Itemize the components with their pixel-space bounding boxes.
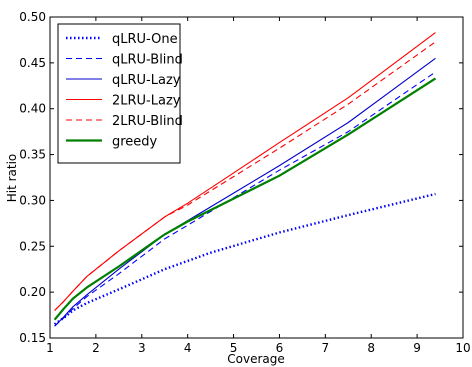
series-line-qlru-one bbox=[53, 192, 436, 326]
legend: qLRU-One qLRU-Blind qLRU-Lazy 2LRU-Lazy 2LRU… bbox=[57, 23, 183, 164]
legend-label: qLRU-Blind bbox=[112, 53, 183, 68]
y-tick-label: 0.50 bbox=[19, 10, 46, 24]
y-tick-label: 0.35 bbox=[19, 148, 46, 162]
x-tick-label: 2 bbox=[92, 341, 100, 355]
x-tick-label: 9 bbox=[413, 341, 421, 355]
y-tick-label: 0.20 bbox=[19, 285, 46, 299]
x-tick-label: 3 bbox=[138, 341, 146, 355]
x-tick-label: 1 bbox=[46, 341, 54, 355]
series-line-qlru-blind bbox=[54, 71, 436, 327]
y-axis-label: Hit ratio bbox=[5, 154, 19, 203]
ticks-layer: 1 2 3 4 5 6 7 8 9 10 0.15 0.20 0.25 0.30 0.35 0.40 0.45 0… bbox=[19, 10, 470, 355]
y-tick-label: 0.25 bbox=[19, 239, 46, 253]
legend-label: qLRU-Lazy bbox=[112, 73, 181, 88]
y-tick-label: 0.15 bbox=[19, 331, 46, 345]
y-tick-label: 0.45 bbox=[19, 56, 46, 70]
legend-label: 2LRU-Lazy bbox=[112, 94, 181, 109]
series-line-greedy bbox=[53, 77, 437, 321]
y-tick-label: 0.40 bbox=[19, 102, 46, 116]
y-tick-label: 0.30 bbox=[19, 193, 46, 207]
legend-label: greedy bbox=[112, 135, 158, 150]
x-tick-label: 7 bbox=[322, 341, 330, 355]
x-tick-label: 6 bbox=[276, 341, 284, 355]
series-layer bbox=[53, 32, 437, 327]
series-line-2lru-blind bbox=[54, 41, 436, 311]
x-tick-label: 10 bbox=[455, 341, 470, 355]
x-tick-label: 4 bbox=[184, 341, 192, 355]
x-axis-label: Coverage bbox=[227, 352, 285, 366]
legend-label: 2LRU-Blind bbox=[112, 114, 183, 129]
legend-label: qLRU-One bbox=[112, 32, 178, 47]
x-tick-label: 5 bbox=[230, 341, 238, 355]
x-tick-label: 8 bbox=[367, 341, 375, 355]
